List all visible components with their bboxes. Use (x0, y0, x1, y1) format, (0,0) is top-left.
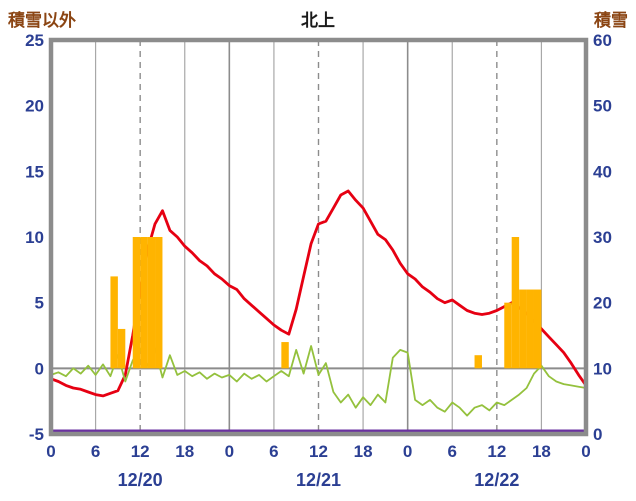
orange_bars-bar (519, 289, 527, 369)
tick-label: 6 (91, 442, 100, 461)
orange_bars-bar (281, 342, 289, 369)
orange_bars-bar (147, 237, 156, 369)
left-axis-title: 積雪以外 (8, 11, 76, 30)
tick-label: 12/21 (296, 470, 341, 490)
tick-label: 12/20 (118, 470, 163, 490)
x-axis-ticks: 0 6 12 18 0 6 12 18 0 6 12 18 0 (46, 442, 590, 461)
tick-label: 5 (35, 294, 44, 313)
gridlines (51, 40, 586, 434)
x-axis-day-labels: 12/20 12/21 12/22 (118, 470, 520, 490)
tick-label: 20 (593, 294, 612, 313)
orange_bars-bar (117, 328, 126, 369)
orange_bars-bar (526, 289, 534, 369)
tick-label: 0 (46, 442, 55, 461)
orange_bars-bar (110, 276, 118, 369)
orange_bars-bar (533, 289, 542, 369)
right-axis-title: 積雪 (594, 11, 628, 30)
tick-label: -5 (29, 425, 44, 444)
tick-label: 6 (269, 442, 278, 461)
tick-label: 15 (25, 162, 44, 181)
tick-label: 12/22 (474, 470, 519, 490)
tick-label: 12 (131, 442, 150, 461)
tick-label: 30 (593, 228, 612, 247)
tick-label: 25 (25, 31, 44, 50)
tick-label: 10 (25, 228, 44, 247)
orange_bars-bar (140, 237, 148, 369)
tick-label: 0 (225, 442, 234, 461)
tick-label: 12 (309, 442, 328, 461)
tick-label: 6 (448, 442, 457, 461)
tick-label: 18 (532, 442, 551, 461)
left-axis-ticks: 25 20 15 10 5 0 -5 (25, 31, 44, 444)
tick-label: 0 (35, 359, 44, 378)
tick-label: 10 (593, 359, 612, 378)
orange_bars (110, 237, 542, 369)
tick-label: 50 (593, 97, 612, 116)
tick-label: 18 (354, 442, 373, 461)
tick-label: 20 (25, 97, 44, 116)
right-axis-ticks: 60 50 40 30 20 10 0 (593, 31, 612, 444)
chart-title: 北上 (301, 11, 335, 30)
tick-label: 12 (487, 442, 506, 461)
orange_bars-bar (474, 355, 482, 369)
orange_bars-bar (155, 237, 163, 369)
orange_bars-bar (511, 237, 520, 369)
orange_bars-bar (132, 237, 141, 369)
tick-label: 0 (581, 442, 590, 461)
orange_bars-bar (504, 302, 512, 369)
tick-label: 60 (593, 31, 612, 50)
tick-label: 0 (593, 425, 602, 444)
tick-label: 0 (403, 442, 412, 461)
tick-label: 40 (593, 162, 612, 181)
tick-label: 18 (175, 442, 194, 461)
plot-frame (48, 37, 589, 437)
